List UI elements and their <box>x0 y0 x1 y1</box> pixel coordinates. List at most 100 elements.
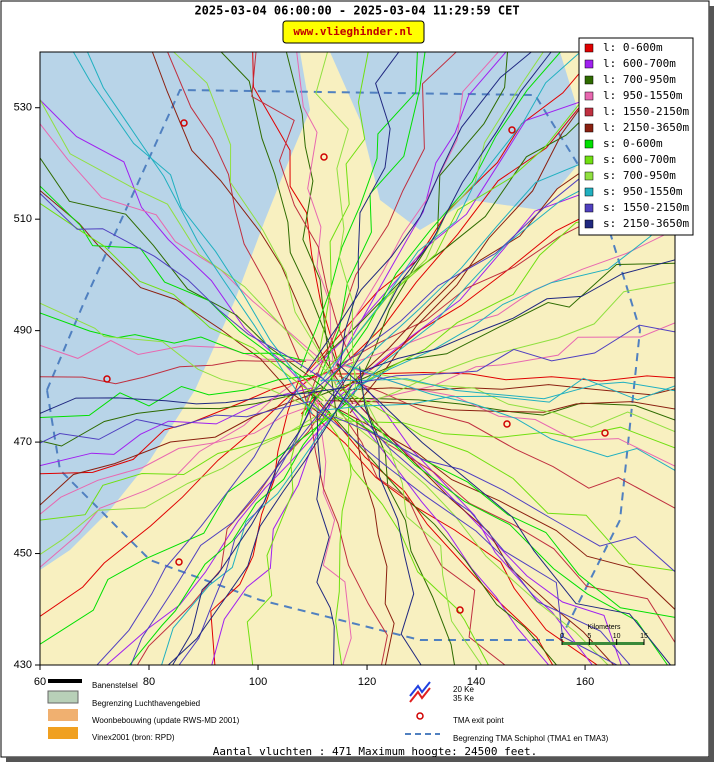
track <box>315 52 357 391</box>
legend-swatch <box>584 43 594 53</box>
track <box>129 411 331 665</box>
legend-label: s: 600-700m <box>603 153 676 166</box>
legend-label: l: 600-700m <box>603 57 676 70</box>
track <box>317 52 615 380</box>
plot-border <box>39 51 676 666</box>
track <box>325 400 675 413</box>
legend-text: Banenstelsel <box>92 681 138 690</box>
y-tick-label: 530 <box>14 102 32 114</box>
track <box>304 52 426 416</box>
track <box>40 185 308 382</box>
legend-text: 20 Ke <box>453 685 474 694</box>
track <box>220 52 344 380</box>
track <box>40 401 311 444</box>
legend-text: Vinex2001 (bron: RPD) <box>92 733 175 742</box>
track <box>40 374 315 418</box>
track <box>40 302 344 420</box>
track <box>309 52 499 414</box>
track <box>339 393 549 665</box>
track <box>316 52 369 363</box>
boundary-swatch <box>47 690 79 704</box>
track <box>296 52 336 385</box>
track <box>335 52 507 367</box>
track <box>40 391 320 506</box>
scale-bar <box>562 642 644 645</box>
track <box>167 52 301 363</box>
exit-point <box>508 126 516 134</box>
track <box>336 363 671 665</box>
track <box>335 385 675 572</box>
track <box>252 52 344 386</box>
track <box>136 397 332 665</box>
legend-text: Begrenzing TMA Schiphol (TMA1 en TMA3) <box>453 734 609 743</box>
legend-label: s: 950-1550m <box>603 185 683 198</box>
track <box>96 384 302 665</box>
legend-swatch <box>584 123 594 133</box>
track <box>300 52 418 369</box>
track <box>130 378 345 665</box>
badge-text[interactable]: www.vlieghinder.nl <box>293 25 412 38</box>
scale-tick-label: 10 <box>613 633 621 640</box>
track <box>308 401 631 665</box>
legend-swatch <box>584 171 594 181</box>
track <box>40 360 307 385</box>
track <box>306 408 598 665</box>
track <box>317 377 675 412</box>
track <box>359 366 422 665</box>
track <box>87 52 314 415</box>
y-tick-label: 490 <box>14 325 32 337</box>
track <box>40 202 324 402</box>
legend-swatch <box>584 91 594 101</box>
legend-swatch <box>584 203 594 213</box>
track <box>316 391 352 665</box>
legend-swatch <box>584 59 594 69</box>
track <box>173 52 343 398</box>
track <box>40 387 345 414</box>
legend-swatch <box>584 155 594 165</box>
track <box>335 369 352 665</box>
track <box>210 374 302 665</box>
track <box>301 52 457 417</box>
shadow <box>709 6 714 762</box>
track <box>161 390 351 665</box>
track <box>348 384 675 396</box>
x-tick-label: 120 <box>358 676 376 688</box>
legend-label: l: 700-950m <box>603 73 676 86</box>
exit-point <box>456 606 464 614</box>
x-tick-label: 140 <box>467 676 485 688</box>
track <box>334 416 675 573</box>
track <box>172 396 317 665</box>
footer: Aantal vluchten : 471 Maximum hoogte: 24… <box>213 745 538 758</box>
track <box>40 372 318 617</box>
map <box>40 52 675 665</box>
legend-swatch <box>584 139 594 149</box>
legend-swatch <box>584 187 594 197</box>
exit-point <box>503 420 511 428</box>
track <box>40 415 332 521</box>
y-tick-label: 510 <box>14 213 32 225</box>
vinex-swatch <box>48 727 78 739</box>
track <box>336 371 675 382</box>
track <box>339 52 400 370</box>
track <box>40 190 328 420</box>
legend-label: s: 2150-3650m <box>603 217 689 230</box>
track <box>40 157 346 406</box>
track <box>299 380 388 665</box>
track <box>338 375 675 509</box>
track <box>313 401 489 665</box>
track <box>318 52 552 420</box>
runway-swatch <box>48 679 82 683</box>
legend-swatch <box>584 219 594 229</box>
track <box>40 99 360 404</box>
legend-label: s: 700-950m <box>603 169 676 182</box>
track <box>346 364 675 471</box>
exit-point <box>103 375 111 383</box>
track <box>344 364 675 433</box>
track <box>40 123 325 364</box>
track <box>350 212 675 392</box>
track <box>40 386 325 447</box>
badge[interactable] <box>282 20 425 44</box>
legend-label: l: 950-1550m <box>603 89 683 102</box>
